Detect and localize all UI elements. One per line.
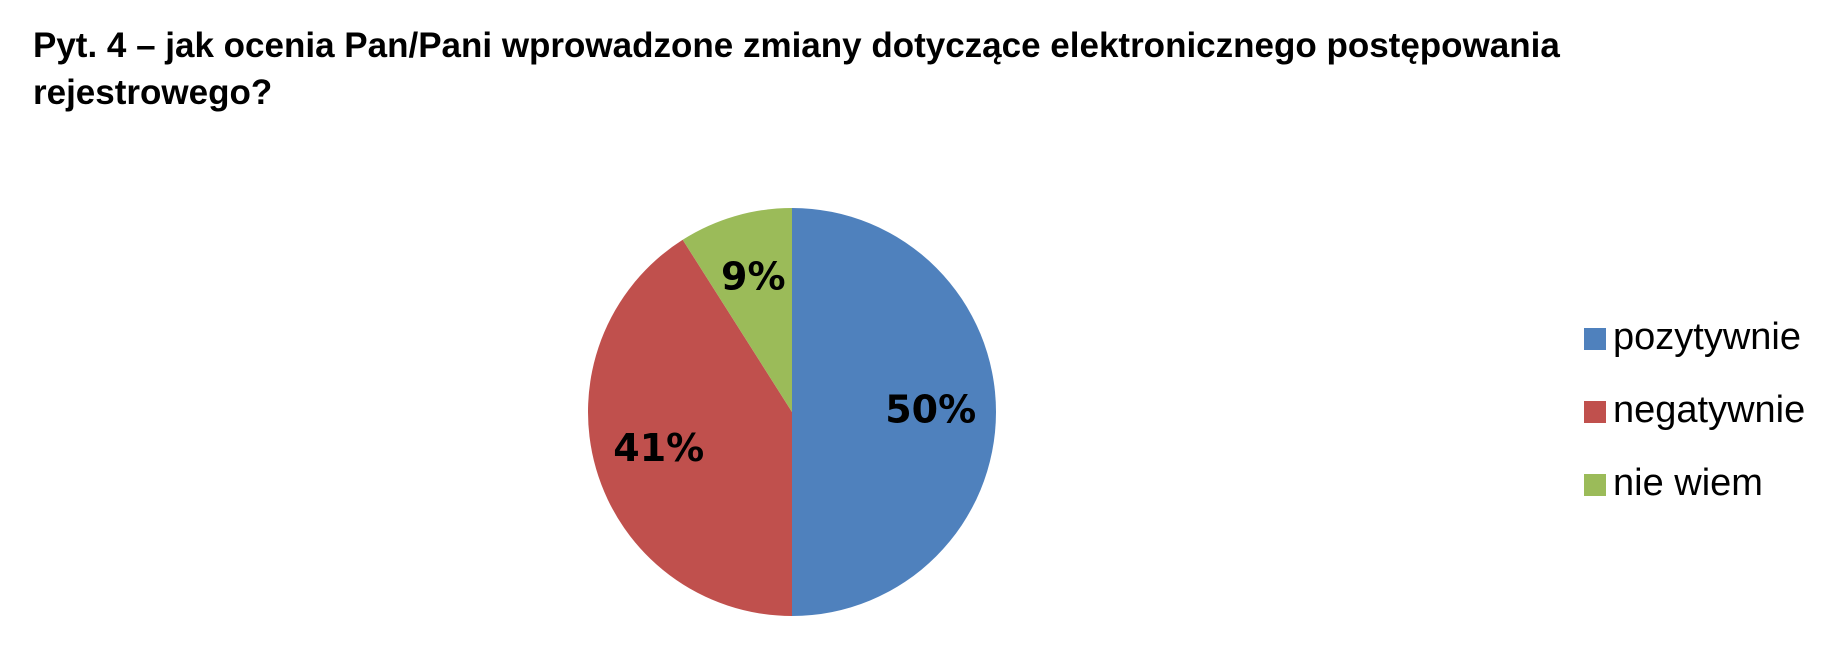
pie-slice	[588, 239, 792, 616]
data-label: 41%	[613, 426, 704, 470]
data-label: 50%	[885, 388, 976, 432]
pie-slice	[792, 208, 996, 616]
legend-label: pozytywnie	[1613, 316, 1801, 358]
legend-swatch	[1584, 474, 1606, 496]
legend-label: negatywnie	[1613, 389, 1805, 431]
legend-swatch	[1584, 328, 1606, 350]
legend-swatch	[1584, 401, 1606, 423]
legend-label: nie wiem	[1613, 462, 1763, 504]
data-label: 9%	[721, 254, 786, 298]
chart-title: Pyt. 4 – jak ocenia Pan/Pani wprowadzone…	[33, 26, 1560, 112]
pie-slice	[682, 208, 792, 412]
